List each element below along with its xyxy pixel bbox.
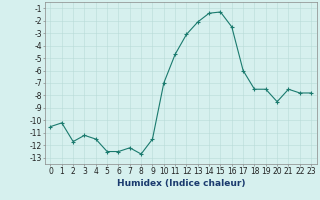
X-axis label: Humidex (Indice chaleur): Humidex (Indice chaleur) [116, 179, 245, 188]
